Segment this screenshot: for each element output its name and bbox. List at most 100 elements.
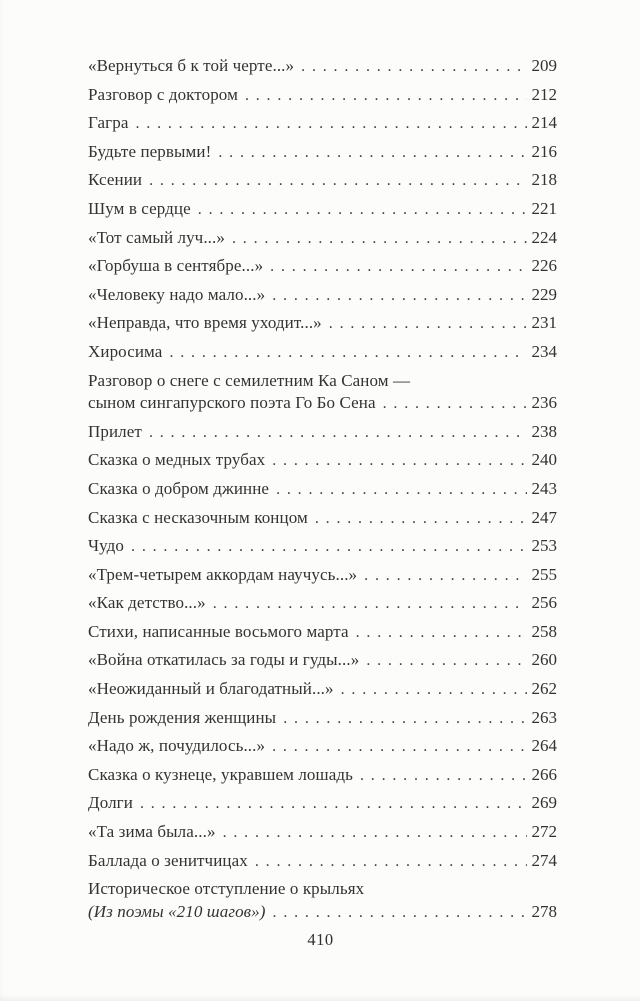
toc-page-number: 212 xyxy=(531,84,558,104)
toc-line: Сказка о медных трубах 240 xyxy=(88,446,557,475)
dot-leader xyxy=(131,532,526,561)
toc-line: Чудо 253 xyxy=(88,532,557,561)
dot-leader xyxy=(223,818,527,847)
toc-line: «Вернуться б к той черте...» 209 xyxy=(88,52,557,81)
toc-line: Разговор с доктором 212 xyxy=(88,81,557,110)
dot-leader xyxy=(135,109,526,138)
toc-page-number: 229 xyxy=(531,284,558,304)
toc-title: «Горбуша в сентябре...» xyxy=(88,256,264,276)
toc-title: Прилет xyxy=(88,421,142,441)
toc-line: «Неожиданный и благодатный...» 262 xyxy=(88,675,557,704)
toc-page-number: 226 xyxy=(531,256,558,276)
toc-line: «Человеку надо мало...» 229 xyxy=(88,281,557,310)
dot-leader xyxy=(270,252,526,281)
toc-line: Ксении 218 xyxy=(88,166,557,195)
toc-line: «Горбуша в сентябре...» 226 xyxy=(88,252,557,281)
toc-page-number: 278 xyxy=(531,901,558,921)
page-folio: 410 xyxy=(307,930,334,950)
toc-line: «Неправда, что время уходит...» 231 xyxy=(88,309,557,338)
table-of-contents: «Вернуться б к той черте...» 209 Разгово… xyxy=(88,52,557,926)
dot-leader xyxy=(140,789,527,818)
dot-leader xyxy=(341,675,527,704)
toc-page-number: 258 xyxy=(531,621,558,641)
toc-title: Разговор о снеге с семилетним Ка Саном — xyxy=(88,370,411,390)
toc-page-number: 209 xyxy=(531,56,558,75)
toc-page-number: 236 xyxy=(531,393,558,413)
toc-title: Стихи, написанные восьмого марта xyxy=(88,621,349,641)
toc-line: Историческое отступление о крыльях xyxy=(88,875,557,903)
toc-page-number: 243 xyxy=(531,478,558,498)
toc-page-number: 260 xyxy=(531,650,558,670)
toc-page-number: 218 xyxy=(531,170,558,190)
toc-title: Гагра xyxy=(88,113,129,133)
toc-line: сыном сингапурского поэта Го Бо Сена 236 xyxy=(88,389,557,418)
toc-title: День рождения женщины xyxy=(88,707,277,727)
toc-line: «Та зима была...» 272 xyxy=(88,818,557,847)
toc-title: «Неожиданный и благодатный...» xyxy=(88,679,334,699)
dot-leader xyxy=(283,704,526,733)
toc-page-number: 253 xyxy=(531,536,558,556)
toc-page-number: 238 xyxy=(531,421,558,441)
toc-line: «Трем-четырем аккордам научусь...» 255 xyxy=(88,561,557,590)
toc-title: Разговор с доктором xyxy=(88,84,238,104)
toc-title: Сказка о добром джинне xyxy=(88,478,270,498)
toc-line: Хиросима 234 xyxy=(88,338,557,367)
toc-title: «Неправда, что время уходит...» xyxy=(88,313,322,333)
dot-leader xyxy=(232,224,527,253)
toc-title: «Вернуться б к той черте...» xyxy=(88,56,295,75)
toc-title: Сказка о кузнеце, укравшем лошадь xyxy=(88,764,353,784)
toc-title: Чудо xyxy=(88,536,125,556)
dot-leader xyxy=(255,847,527,876)
toc-line: Сказка о добром джинне 243 xyxy=(88,475,557,504)
toc-page-number: 247 xyxy=(531,507,558,527)
toc-page-number: 255 xyxy=(531,564,558,584)
toc-line: Стихи, написанные восьмого марта 258 xyxy=(88,618,557,647)
toc-page-number: 272 xyxy=(531,822,558,842)
dot-leader xyxy=(364,561,526,590)
dot-leader xyxy=(301,52,526,81)
toc-title: сыном сингапурского поэта Го Бо Сена xyxy=(88,393,376,413)
dot-leader xyxy=(276,475,526,504)
toc-line: Сказка с несказочным концом 247 xyxy=(88,504,557,533)
toc-line: Прилет 238 xyxy=(88,418,557,447)
toc-title: Сказка о медных трубах xyxy=(88,450,266,470)
toc-line: Будьте первыми! 216 xyxy=(88,138,557,167)
dot-leader xyxy=(149,418,527,447)
dot-leader xyxy=(360,761,527,790)
toc-page-number: 231 xyxy=(531,313,558,333)
toc-page-number: 221 xyxy=(531,198,558,218)
toc-line: Сказка о кузнеце, укравшем лошадь 266 xyxy=(88,761,557,790)
toc-line: «Надо ж, почудилось...» 264 xyxy=(88,732,557,761)
toc-line: Долги 269 xyxy=(88,789,557,818)
toc-page-number: 266 xyxy=(531,764,558,784)
toc-title: «Та зима была...» xyxy=(88,822,216,842)
toc-title: Шум в сердце xyxy=(88,198,191,218)
toc-page-number: 263 xyxy=(531,707,558,727)
dot-leader xyxy=(218,138,526,167)
toc-page-number: 269 xyxy=(531,793,558,813)
dot-leader xyxy=(198,195,527,224)
toc-line: (Из поэмы «210 шагов») 278 xyxy=(88,898,557,927)
dot-leader xyxy=(169,338,526,367)
toc-line: День рождения женщины 263 xyxy=(88,704,557,733)
dot-leader xyxy=(272,732,526,761)
toc-title: Долги xyxy=(88,793,133,813)
toc-page-number: 234 xyxy=(531,341,558,361)
toc-page-number: 214 xyxy=(531,113,558,133)
toc-title: (Из поэмы «210 шагов») xyxy=(88,901,266,921)
dot-leader xyxy=(272,281,526,310)
toc-title: Сказка с несказочным концом xyxy=(88,507,308,527)
toc-title: Историческое отступление о крыльях xyxy=(88,879,365,899)
toc-page-number: 224 xyxy=(531,227,558,247)
toc-line: «Война откатилась за годы и гуды...» 260 xyxy=(88,646,557,675)
dot-leader xyxy=(273,898,527,927)
toc-title: Хиросима xyxy=(88,341,163,361)
toc-line: Шум в сердце 221 xyxy=(88,195,557,224)
dot-leader xyxy=(329,309,527,338)
toc-title: «Война откатилась за годы и гуды...» xyxy=(88,650,360,670)
toc-title: Ксении xyxy=(88,170,143,190)
toc-page-number: 264 xyxy=(531,736,558,756)
toc-title: «Тот самый луч...» xyxy=(88,227,225,247)
toc-title: «Надо ж, почудилось...» xyxy=(88,736,266,756)
